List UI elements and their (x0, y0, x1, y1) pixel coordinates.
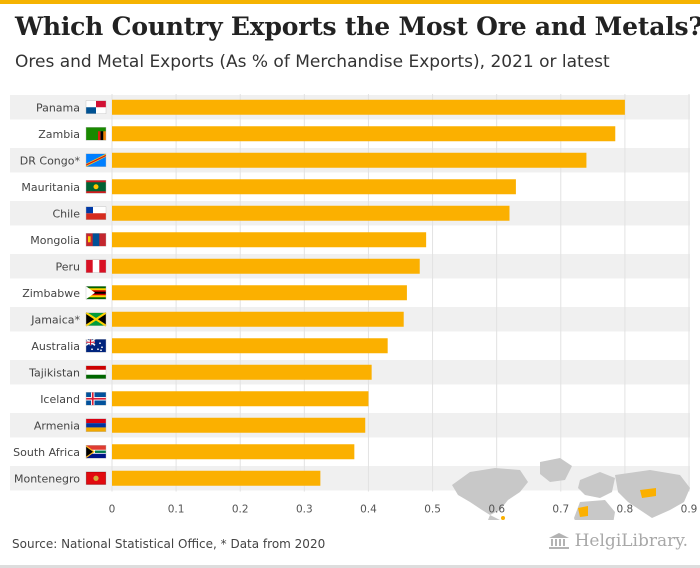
bar (112, 364, 372, 380)
x-tick-label: 0.1 (168, 504, 185, 516)
south-africa-flag-icon (85, 445, 107, 459)
bar (112, 205, 510, 221)
bar (112, 152, 587, 168)
mauritania-flag-icon (85, 180, 107, 194)
x-tick-label: 0.2 (232, 504, 249, 516)
category-label: Jamaica* (30, 313, 80, 326)
bar (112, 391, 369, 407)
bottom-divider (0, 565, 700, 568)
montenegro-flag-icon (85, 471, 107, 485)
category-label: Tajikistan (28, 366, 80, 379)
bar (112, 444, 355, 460)
category-label: Zambia (38, 128, 80, 141)
map-shape (578, 472, 615, 498)
category-label: Zimbabwe (22, 287, 80, 300)
category-label: Peru (55, 260, 80, 273)
x-tick-label: 0.5 (424, 504, 441, 516)
x-tick-label: 0.3 (296, 504, 313, 516)
bar (112, 126, 616, 142)
brand-logo: HelgiLibrary. (548, 531, 688, 551)
category-label: Mongolia (30, 234, 80, 247)
category-label: Australia (31, 340, 80, 353)
zambia-flag-icon (85, 127, 107, 141)
x-tick-label: 0 (109, 504, 116, 516)
x-tick-label: 0.7 (552, 504, 569, 516)
category-label: Iceland (40, 393, 80, 406)
map-shape (488, 515, 500, 520)
brand-text: HelgiLibrary. (574, 531, 688, 551)
zimbabwe-flag-icon (85, 286, 107, 300)
map-shape (452, 468, 528, 515)
x-tick-label: 0.4 (360, 504, 377, 516)
map-shape (540, 458, 572, 482)
x-tick-label: 0.8 (617, 504, 634, 516)
jamaica-flag-icon (85, 311, 107, 327)
bar (112, 232, 427, 248)
category-label: Montenegro (14, 472, 80, 485)
category-label: Chile (52, 207, 80, 220)
map-shape (640, 488, 656, 498)
category-label: Mauritania (21, 181, 80, 194)
bar (112, 285, 407, 301)
mongolia-flag-icon (85, 233, 107, 247)
category-label: DR Congo* (20, 154, 81, 167)
bar (112, 179, 516, 195)
x-tick-label: 0.9 (681, 504, 698, 516)
chart-title: Which Country Exports the Most Ore and M… (15, 12, 700, 41)
top-accent-bar (0, 0, 700, 4)
category-label: Panama (36, 101, 80, 114)
category-label: South Africa (13, 446, 80, 459)
bar (112, 258, 420, 274)
tajikistan-flag-icon (85, 365, 107, 379)
bar (112, 417, 366, 433)
iceland-flag-icon (85, 392, 107, 406)
armenia-flag-icon (85, 418, 107, 432)
chart-subtitle: Ores and Metal Exports (As % of Merchand… (15, 52, 610, 72)
library-building-icon (548, 532, 570, 550)
panama-flag-icon (85, 100, 107, 114)
category-label: Armenia (34, 419, 80, 432)
bar (112, 338, 388, 354)
map-shape (501, 516, 505, 520)
world-map-inset (452, 458, 690, 520)
bar (112, 470, 321, 486)
x-tick-label: 0.6 (488, 504, 505, 516)
peru-flag-icon (85, 259, 107, 273)
source-note: Source: National Statistical Office, * D… (12, 537, 326, 551)
bar-chart: Panama Zambia DR Congo* Mauritania Chile Mong… (10, 94, 698, 520)
australia-flag-icon (85, 338, 107, 353)
chile-flag-icon (85, 206, 107, 220)
map-shape (578, 506, 588, 517)
bar (112, 99, 625, 115)
bar (112, 311, 404, 327)
dr-congo-flag-icon (85, 153, 107, 167)
